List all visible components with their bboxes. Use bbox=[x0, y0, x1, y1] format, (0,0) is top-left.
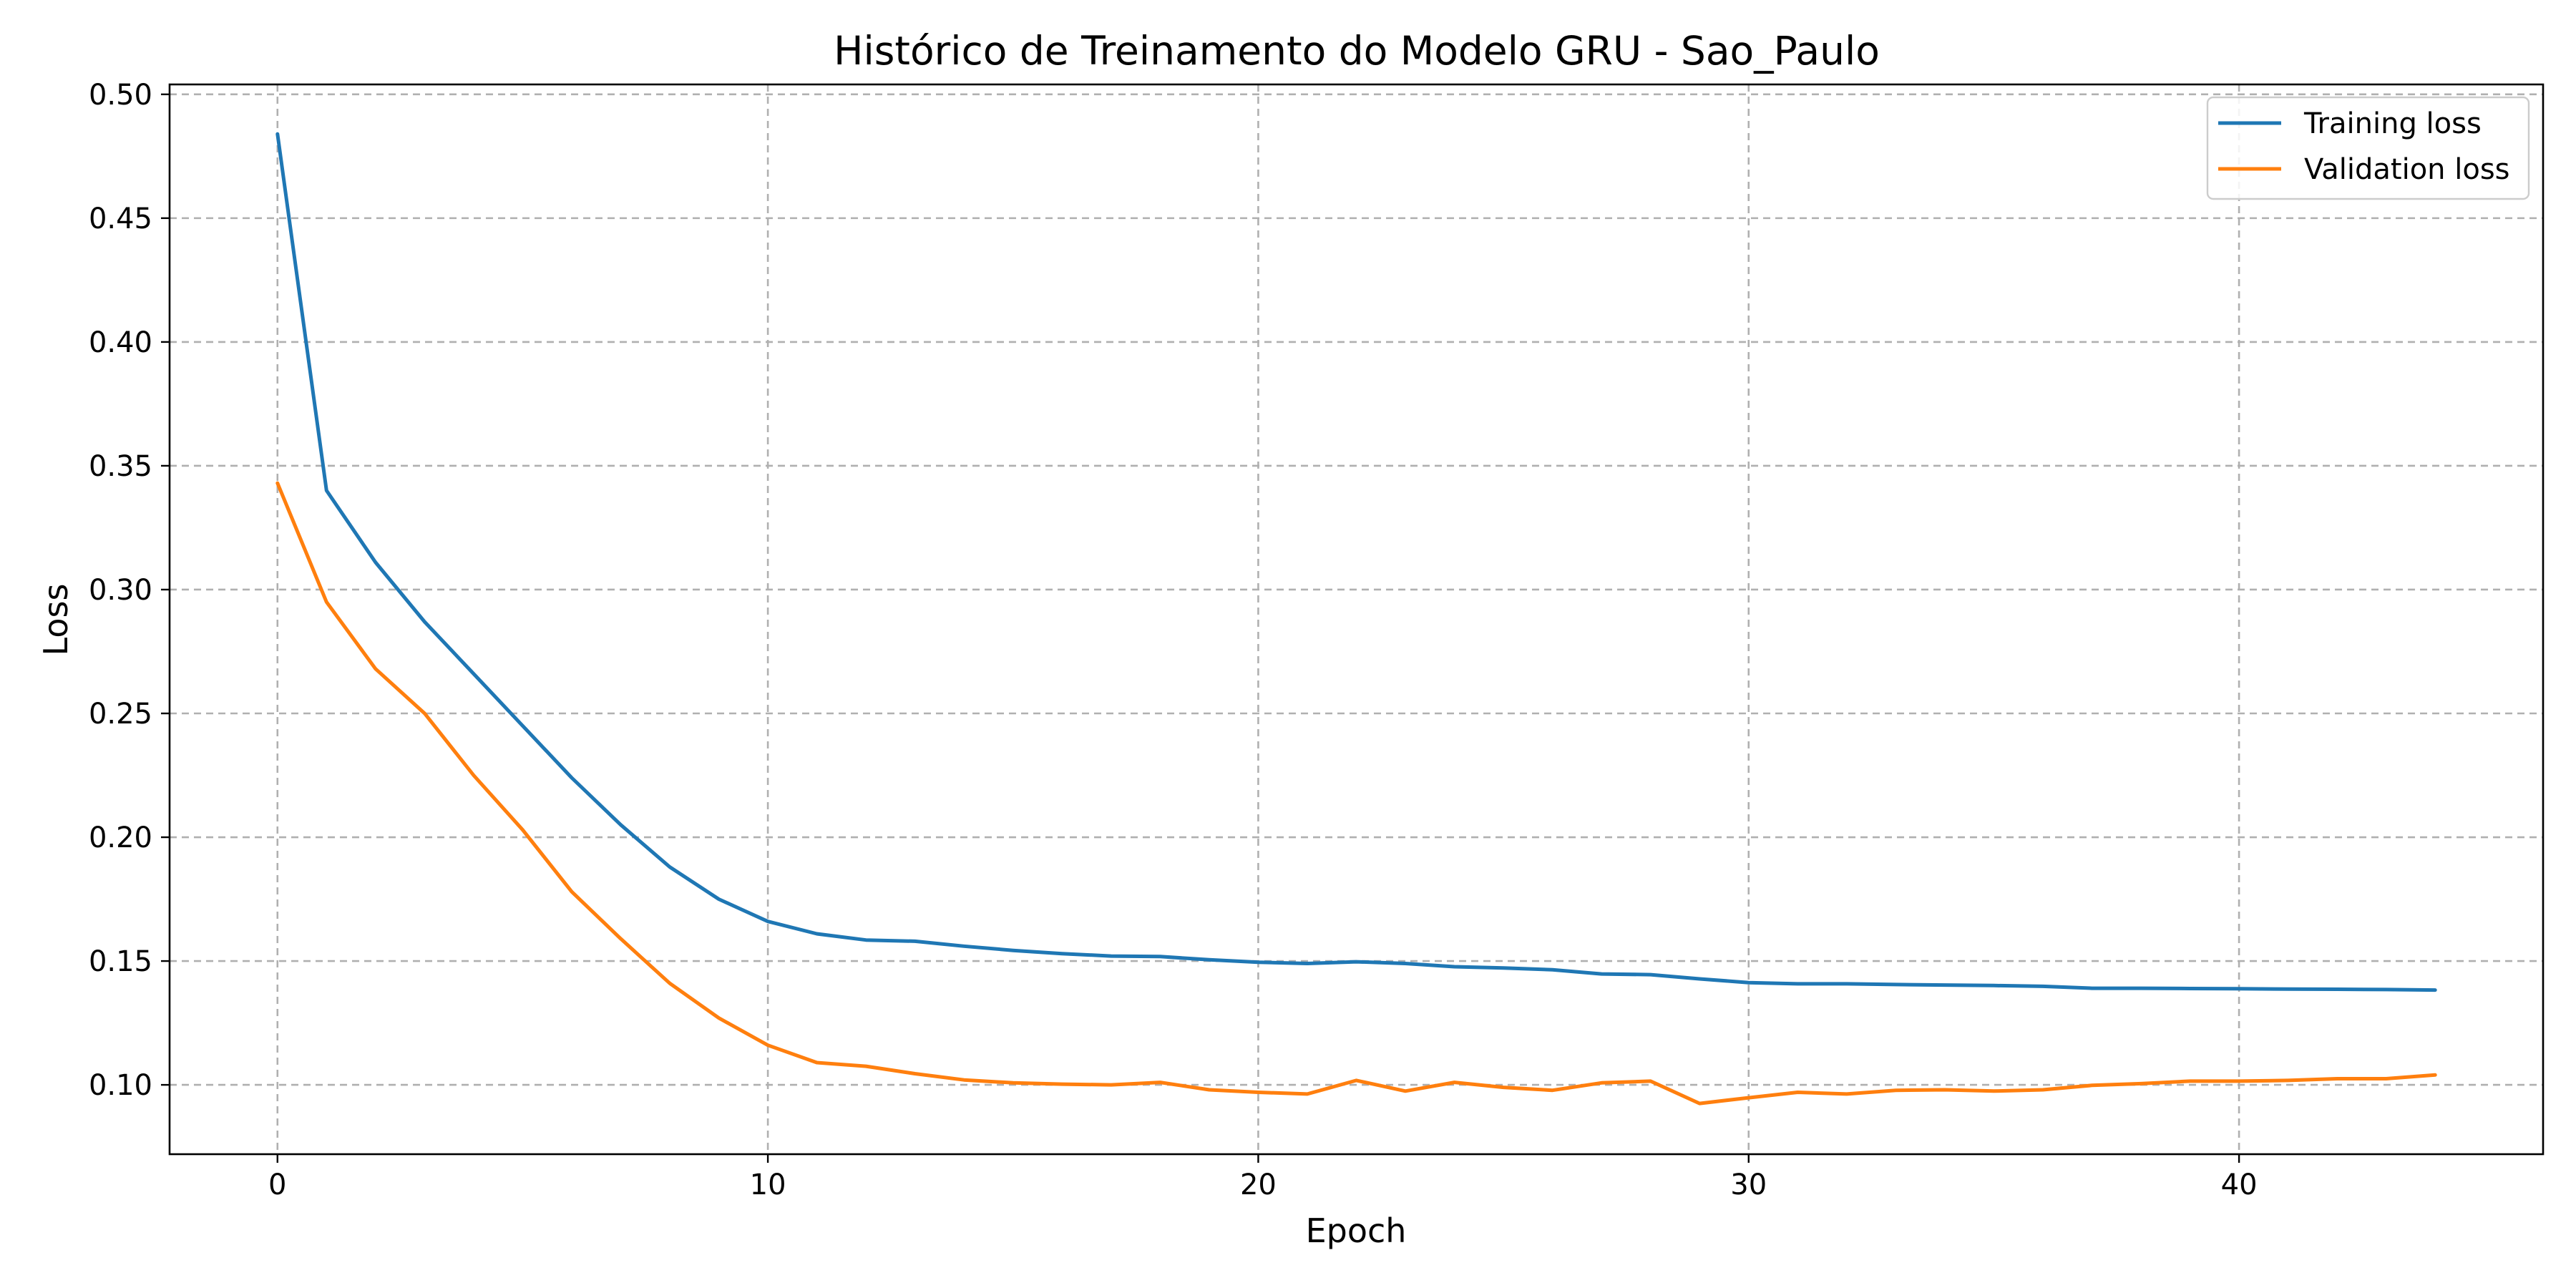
x-tick-label: 20 bbox=[1240, 1169, 1277, 1201]
y-tick-label: 0.35 bbox=[89, 450, 152, 483]
axis-ticks: 0 10 20 30 40 0.10 0.15 0.20 0.25 0.30 0.35 0.40 0.4… bbox=[89, 79, 2258, 1201]
series-line-training-loss bbox=[275, 132, 2437, 992]
y-tick-label: 0.50 bbox=[89, 79, 152, 112]
y-tick-label: 0.40 bbox=[89, 326, 152, 359]
plot-frame bbox=[168, 83, 2545, 1156]
y-tick-label: 0.15 bbox=[89, 945, 152, 978]
legend-label: Validation loss bbox=[2304, 153, 2510, 186]
y-tick-label: 0.45 bbox=[89, 203, 152, 235]
series-group bbox=[275, 132, 2437, 1106]
x-tick-label: 40 bbox=[2221, 1169, 2258, 1201]
y-tick-label: 0.25 bbox=[89, 698, 152, 731]
series-line-validation-loss bbox=[275, 481, 2437, 1106]
y-axis-title: Loss bbox=[36, 584, 75, 656]
y-tick-label: 0.20 bbox=[89, 821, 152, 854]
y-tick-label: 0.10 bbox=[89, 1069, 152, 1102]
y-tick-label: 0.30 bbox=[89, 574, 152, 607]
x-tick-label: 30 bbox=[1730, 1169, 1767, 1201]
x-tick-label: 10 bbox=[750, 1169, 786, 1201]
x-tick-label: 0 bbox=[268, 1169, 286, 1201]
x-axis-title: Epoch bbox=[1306, 1211, 1407, 1250]
legend-frame bbox=[2206, 96, 2530, 200]
legend: Training loss Validation loss bbox=[2206, 96, 2530, 200]
chart-title: Histórico de Treinamento do Modelo GRU -… bbox=[834, 28, 1880, 74]
legend-label: Training loss bbox=[2303, 107, 2482, 140]
grid-lines bbox=[170, 84, 2543, 1154]
